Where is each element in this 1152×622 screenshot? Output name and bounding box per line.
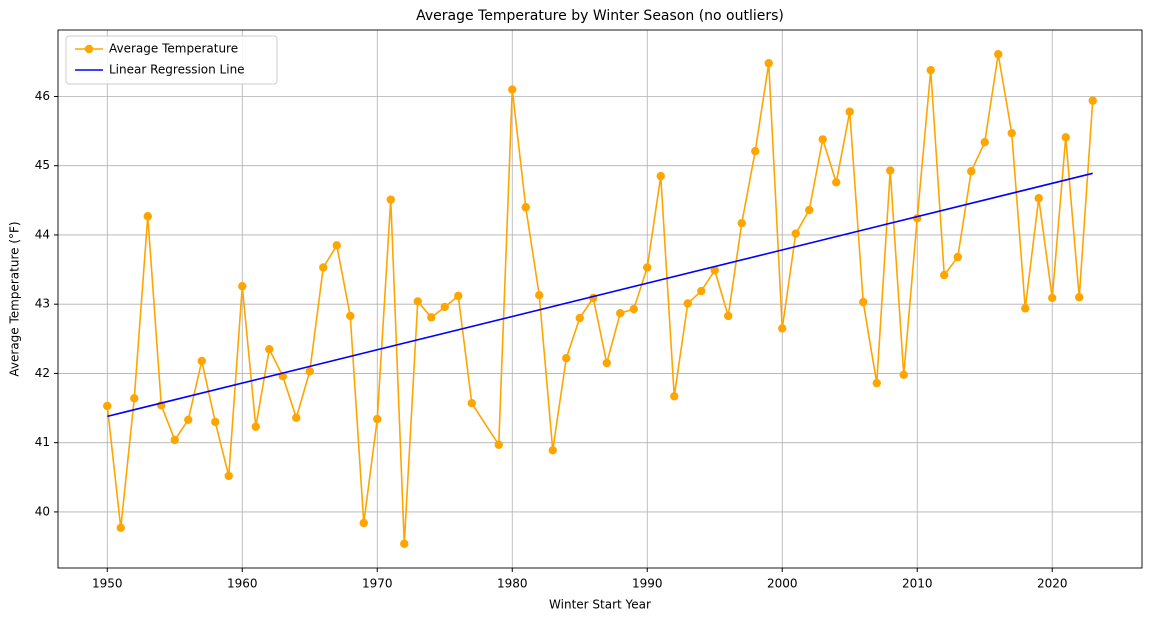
- point: [643, 263, 652, 272]
- point: [980, 137, 989, 147]
- point: [602, 358, 611, 368]
- point: [359, 518, 368, 528]
- point: [521, 203, 530, 212]
- x-tick-label: 2010: [902, 577, 933, 591]
- y-tick-label: 40: [35, 504, 50, 518]
- point: [656, 171, 665, 181]
- point: [548, 446, 557, 455]
- point: [670, 392, 679, 401]
- point: [926, 65, 935, 75]
- point: [197, 356, 206, 366]
- point: [724, 311, 733, 321]
- point: [130, 394, 139, 403]
- x-tick-label: 1970: [362, 577, 393, 591]
- point: [143, 212, 152, 221]
- legend-box: [65, 35, 278, 85]
- point: [994, 50, 1003, 59]
- y-tick-label: 44: [35, 227, 50, 241]
- point: [778, 324, 787, 333]
- x-axis-label: Winter Start Year: [549, 598, 651, 612]
- point: [616, 308, 625, 318]
- point: [751, 146, 760, 156]
- point: [400, 539, 409, 548]
- point: [1061, 133, 1070, 142]
- point: [1088, 96, 1097, 105]
- point: [440, 302, 449, 312]
- point: [454, 291, 463, 301]
- legend-label: Average Temperature: [109, 42, 238, 56]
- point: [1034, 194, 1043, 203]
- point: [562, 354, 571, 363]
- point: [899, 370, 908, 380]
- point: [508, 85, 517, 94]
- point: [1048, 293, 1057, 303]
- point: [1075, 293, 1084, 302]
- point: [265, 344, 274, 354]
- legend-label: Linear Regression Line: [109, 63, 245, 77]
- point: [967, 167, 976, 176]
- plot-frame: [57, 29, 1143, 569]
- y-tick-label: 42: [35, 366, 50, 380]
- point: [940, 270, 949, 280]
- point: [251, 422, 260, 431]
- point: [818, 135, 827, 144]
- point: [1007, 128, 1016, 138]
- point: [872, 378, 881, 388]
- point: [238, 281, 247, 291]
- point: [184, 415, 193, 425]
- point: [953, 252, 962, 262]
- point: [116, 523, 125, 533]
- point: [710, 266, 719, 275]
- y-tick-label: 43: [35, 297, 50, 311]
- point: [224, 471, 233, 481]
- point: [886, 166, 895, 175]
- point: [346, 311, 355, 321]
- x-tick-label: 2020: [1037, 577, 1068, 591]
- point: [494, 440, 503, 449]
- point: [1021, 304, 1030, 313]
- point: [467, 399, 476, 408]
- point: [805, 205, 814, 215]
- x-tick-label: 1950: [92, 577, 123, 591]
- point: [697, 286, 706, 296]
- point: [737, 218, 746, 228]
- point: [575, 313, 584, 323]
- x-tick-label: 1990: [632, 577, 663, 591]
- point: [332, 241, 341, 250]
- point: [427, 313, 436, 322]
- point: [535, 290, 544, 300]
- point: [170, 435, 179, 445]
- x-tick-label: 2000: [767, 577, 798, 591]
- point: [305, 367, 314, 376]
- point: [386, 195, 395, 204]
- point: [292, 413, 301, 422]
- legend-marker: [84, 44, 94, 54]
- series-line: [106, 54, 1094, 544]
- point: [211, 417, 220, 427]
- point: [373, 414, 382, 424]
- point: [629, 304, 638, 314]
- point: [683, 299, 692, 308]
- point: [859, 297, 868, 307]
- y-axis-label: Average Temperature (°F): [8, 221, 22, 376]
- chart-title: Average Temperature by Winter Season (no…: [416, 8, 784, 24]
- y-tick-label: 45: [35, 158, 50, 172]
- point: [413, 297, 422, 306]
- y-tick-label: 41: [35, 435, 50, 449]
- point: [845, 107, 854, 116]
- point: [103, 401, 112, 411]
- point: [764, 59, 773, 68]
- x-tick-label: 1980: [497, 577, 528, 591]
- x-tick-label: 1960: [227, 577, 258, 591]
- point: [791, 229, 800, 238]
- y-tick-label: 46: [35, 89, 50, 103]
- series-line: [107, 172, 1093, 418]
- point: [319, 263, 328, 272]
- point: [832, 178, 841, 187]
